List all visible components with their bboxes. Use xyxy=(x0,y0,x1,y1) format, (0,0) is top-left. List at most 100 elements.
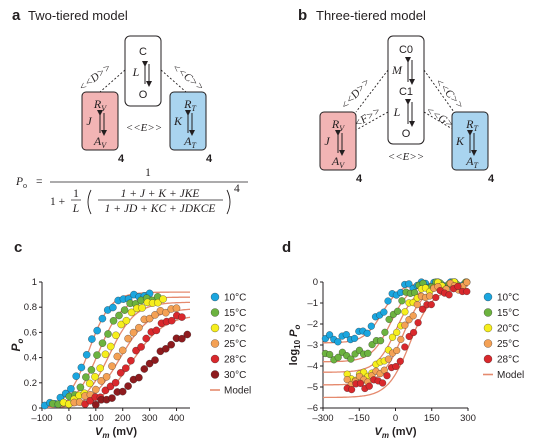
data-point-25C xyxy=(343,376,351,384)
x-tick-label: 0 xyxy=(66,413,71,424)
data-point-30C xyxy=(135,373,143,382)
y-tick-label: 0.4 xyxy=(24,353,37,364)
data-point-30C xyxy=(140,365,149,373)
data-point-15C xyxy=(98,339,107,347)
data-point-28C xyxy=(167,316,176,325)
data-point-20C xyxy=(91,373,99,381)
data-point-28C xyxy=(379,379,387,387)
data-point-15C xyxy=(347,355,355,363)
eq-lhs: Po xyxy=(15,176,27,190)
data-point-15C xyxy=(377,337,385,345)
open-probability-equation: Po = 1 1 + 1 L 1 + J + K + JKE 1 + JD + … xyxy=(15,167,248,215)
stoichiometry-left: 4 xyxy=(118,153,125,165)
data-point-10C xyxy=(82,351,91,359)
data-point-20C xyxy=(112,331,120,340)
coupling-e-label: <<E>> xyxy=(126,122,162,134)
y-tick-label: –1 xyxy=(307,298,318,309)
data-point-15C xyxy=(364,349,372,357)
data-point-28C xyxy=(101,386,110,395)
data-point-10C xyxy=(380,308,388,316)
coupling-c-label: <<C>> xyxy=(432,76,466,112)
y-tick-label: –3 xyxy=(307,340,318,351)
data-point-28C xyxy=(401,343,409,351)
data-point-30C xyxy=(108,394,116,402)
legend-d: 10°C 15°C 20°C 25°C 28°C Model xyxy=(483,293,524,381)
eq-equals: = xyxy=(36,176,43,188)
data-point-28C xyxy=(178,313,186,321)
data-point-20C xyxy=(106,342,115,351)
legend-swatch xyxy=(210,370,220,379)
x-tick-label: –150 xyxy=(349,413,370,424)
y-tick-label: 0 xyxy=(313,277,318,288)
state-o-label: O xyxy=(402,128,411,140)
y-tick-label: –4 xyxy=(307,361,318,372)
data-point-30C xyxy=(178,334,186,343)
x-tick-label: 150 xyxy=(424,413,440,424)
x-tick-label: 200 xyxy=(115,413,131,424)
data-point-25C xyxy=(102,373,111,381)
state-at-label: AT xyxy=(183,134,196,150)
state-av-label: AV xyxy=(331,154,345,170)
legend-label: Model xyxy=(497,370,524,381)
data-point-15C xyxy=(76,383,85,392)
eq-l: L xyxy=(72,203,79,215)
data-point-28C xyxy=(427,301,435,309)
data-point-20C xyxy=(122,316,131,325)
data-point-25C xyxy=(426,292,434,300)
data-point-15C xyxy=(385,315,393,323)
panel-letter-a: a xyxy=(12,7,21,24)
eq-inner-numerator: 1 + J + K + JKE xyxy=(121,188,200,200)
data-point-25C xyxy=(124,334,132,343)
coupling-d-line xyxy=(355,69,389,113)
data-point-10C xyxy=(326,331,334,339)
panel-b-title: Three-tiered model xyxy=(316,8,426,23)
x-axis-label: Vm (mV) xyxy=(95,426,137,440)
data-point-10C xyxy=(405,280,413,288)
data-point-28C xyxy=(127,356,135,365)
data-point-20C xyxy=(159,295,167,303)
data-point-20C xyxy=(117,320,125,329)
panel-letter-d: d xyxy=(282,239,291,256)
data-point-10C xyxy=(384,297,392,305)
panel-a-title: Two-tiered model xyxy=(28,8,128,23)
state-rt-label: RT xyxy=(183,97,196,113)
x-tick-label: 300 xyxy=(142,413,158,424)
legend-label: 28°C xyxy=(224,355,246,366)
data-point-25C xyxy=(113,352,122,361)
state-c0-label: C0 xyxy=(399,44,413,56)
data-point-20C xyxy=(154,298,162,307)
legend-label: 25°C xyxy=(224,339,246,350)
data-point-25C xyxy=(401,321,409,329)
stoichiometry-left: 4 xyxy=(356,173,363,185)
legend-label: 30°C xyxy=(224,370,246,381)
stoichiometry-right: 4 xyxy=(206,153,213,165)
legend-c: 10°C 15°C 20°C 25°C 28°C 30°C Model xyxy=(210,293,251,397)
data-point-10C xyxy=(72,372,80,380)
data-point-28C xyxy=(383,372,391,380)
data-point-10C xyxy=(98,314,107,323)
eq-inner-denominator: 1 + JD + KC + JDKCE xyxy=(105,203,216,215)
open-closed-box xyxy=(124,35,162,107)
panel-b: b Three-tiered model C0 M C1 L O <<D>> <… xyxy=(298,7,495,185)
chart-d: –300 –150 0 150 300 –6 –5 –4 –3 –2 –1 0 Vm (mV) log10… xyxy=(288,277,476,440)
data-point-20C xyxy=(85,379,94,388)
legend-swatch xyxy=(210,292,220,302)
data-point-20C xyxy=(127,308,136,317)
data-point-28C xyxy=(445,291,453,299)
data-point-10C xyxy=(88,335,96,343)
data-point-15C xyxy=(381,328,389,336)
legend-label: 28°C xyxy=(497,355,519,366)
legend-label: 15°C xyxy=(224,308,246,319)
panel-letter-b: b xyxy=(298,7,307,24)
data-point-30C xyxy=(124,382,132,390)
legend-swatch xyxy=(483,323,493,333)
data-point-15C xyxy=(104,330,112,338)
rate-k-label: K xyxy=(173,114,183,128)
data-point-28C xyxy=(414,319,422,327)
data-point-25C xyxy=(108,362,116,370)
data-point-28C xyxy=(410,328,418,337)
eq-right-paren xyxy=(226,189,231,215)
data-point-15C xyxy=(109,317,118,325)
